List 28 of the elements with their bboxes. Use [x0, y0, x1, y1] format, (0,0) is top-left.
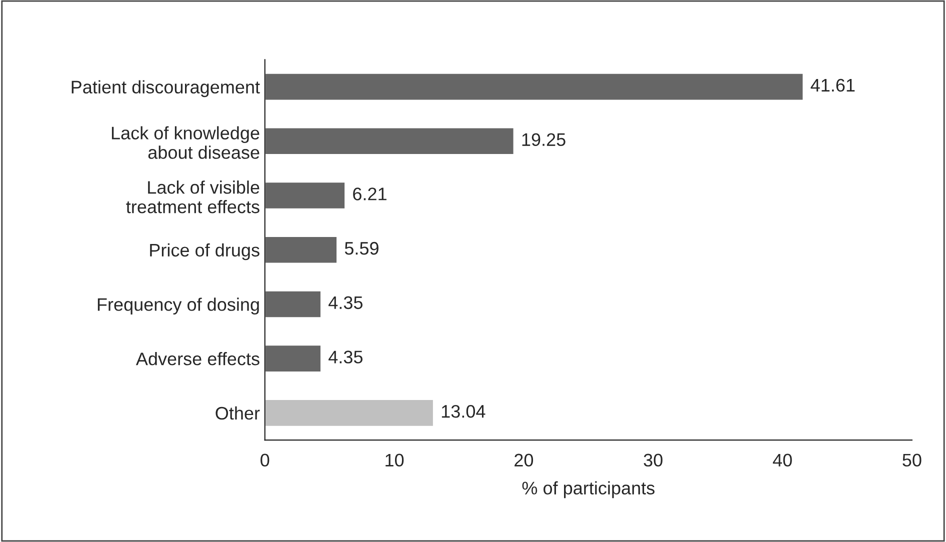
y-tick-label: Patient discouragement: [72, 80, 260, 98]
x-tick-label: 0: [260, 454, 270, 467]
bar: [264, 126, 515, 156]
x-tick-label: 40: [772, 454, 792, 467]
x-tick-label: 30: [644, 454, 662, 467]
data-label: 4.35: [328, 350, 363, 364]
y-tick-label: Other: [216, 406, 260, 420]
bar: [264, 72, 804, 102]
data-label: 13.04: [442, 404, 486, 418]
bar: [264, 344, 322, 373]
x-tick-label: 10: [386, 454, 404, 467]
data-label: 4.35: [328, 296, 363, 310]
data-label: 19.25: [522, 133, 566, 146]
data-label: 41.61: [810, 78, 855, 92]
x-axis-title: % of participants: [522, 481, 654, 498]
y-tick-label: Price of drugs: [150, 243, 260, 260]
x-tick-label: 50: [902, 454, 922, 467]
x-tick-label: 20: [514, 454, 534, 467]
y-tick-label: Adverse effects: [136, 352, 260, 366]
data-label: 5.59: [344, 242, 378, 255]
bar: [264, 181, 346, 210]
y-tick-label: Frequency of dosing: [98, 298, 259, 315]
bar: [264, 236, 338, 264]
bar: [264, 398, 434, 428]
y-tick-label: Lack of visible treatment effects: [126, 180, 260, 214]
y-tick-label: Lack of knowledge about disease: [112, 126, 260, 159]
bar: [264, 290, 322, 318]
data-label: 6.21: [353, 188, 386, 200]
